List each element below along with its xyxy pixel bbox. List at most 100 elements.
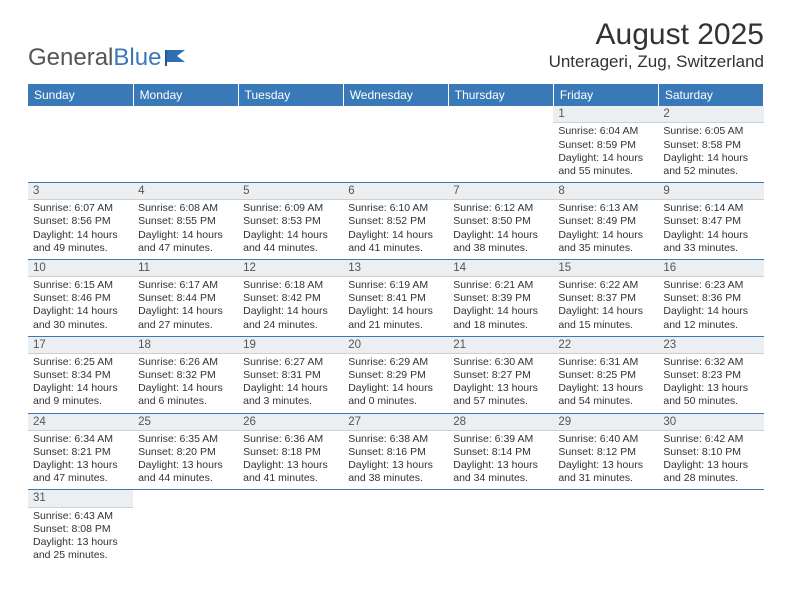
calendar-day-cell [238,490,343,566]
day-number: 21 [448,337,553,354]
weekday-header: Sunday [28,84,133,106]
sunrise-text: Sunrise: 6:22 AM [558,279,653,292]
daylight-text: Daylight: 14 hours and 21 minutes. [348,305,443,331]
sunrise-text: Sunrise: 6:25 AM [33,356,128,369]
sunset-text: Sunset: 8:50 PM [453,215,548,228]
calendar-day-cell: 27Sunrise: 6:38 AMSunset: 8:16 PMDayligh… [343,413,448,490]
daylight-text: Daylight: 13 hours and 57 minutes. [453,382,548,408]
day-number: 15 [553,260,658,277]
month-title: August 2025 [549,18,764,52]
daylight-text: Daylight: 14 hours and 33 minutes. [663,229,758,255]
daylight-text: Daylight: 13 hours and 44 minutes. [138,459,233,485]
calendar-day-cell: 6Sunrise: 6:10 AMSunset: 8:52 PMDaylight… [343,182,448,259]
calendar-day-cell: 3Sunrise: 6:07 AMSunset: 8:56 PMDaylight… [28,182,133,259]
daylight-text: Daylight: 14 hours and 15 minutes. [558,305,653,331]
day-number: 24 [28,414,133,431]
logo-flag-icon [163,48,189,68]
day-number: 28 [448,414,553,431]
daylight-text: Daylight: 14 hours and 12 minutes. [663,305,758,331]
sunrise-text: Sunrise: 6:30 AM [453,356,548,369]
daylight-text: Daylight: 13 hours and 38 minutes. [348,459,443,485]
calendar-day-cell [133,106,238,182]
sunset-text: Sunset: 8:41 PM [348,292,443,305]
sunrise-text: Sunrise: 6:40 AM [558,433,653,446]
calendar-week-row: 24Sunrise: 6:34 AMSunset: 8:21 PMDayligh… [28,413,764,490]
daylight-text: Daylight: 14 hours and 38 minutes. [453,229,548,255]
sunrise-text: Sunrise: 6:19 AM [348,279,443,292]
day-number: 8 [553,183,658,200]
sunrise-text: Sunrise: 6:26 AM [138,356,233,369]
day-number: 12 [238,260,343,277]
daylight-text: Daylight: 13 hours and 31 minutes. [558,459,653,485]
day-number: 7 [448,183,553,200]
header: GeneralBlue August 2025 Unterageri, Zug,… [0,0,792,78]
sunrise-text: Sunrise: 6:42 AM [663,433,758,446]
day-number: 27 [343,414,448,431]
sunset-text: Sunset: 8:58 PM [663,139,758,152]
calendar-day-cell: 29Sunrise: 6:40 AMSunset: 8:12 PMDayligh… [553,413,658,490]
sunset-text: Sunset: 8:52 PM [348,215,443,228]
calendar-day-cell: 8Sunrise: 6:13 AMSunset: 8:49 PMDaylight… [553,182,658,259]
sunset-text: Sunset: 8:18 PM [243,446,338,459]
calendar-week-row: 31Sunrise: 6:43 AMSunset: 8:08 PMDayligh… [28,490,764,566]
daylight-text: Daylight: 13 hours and 25 minutes. [33,536,128,562]
day-number: 1 [553,106,658,123]
sunrise-text: Sunrise: 6:17 AM [138,279,233,292]
day-number: 16 [658,260,763,277]
calendar-day-cell: 31Sunrise: 6:43 AMSunset: 8:08 PMDayligh… [28,490,133,566]
daylight-text: Daylight: 14 hours and 27 minutes. [138,305,233,331]
calendar-day-cell: 16Sunrise: 6:23 AMSunset: 8:36 PMDayligh… [658,259,763,336]
logo-text-1: General [28,44,113,72]
calendar-day-cell: 9Sunrise: 6:14 AMSunset: 8:47 PMDaylight… [658,182,763,259]
sunset-text: Sunset: 8:39 PM [453,292,548,305]
calendar-day-cell [553,490,658,566]
sunrise-text: Sunrise: 6:12 AM [453,202,548,215]
calendar-day-cell: 2Sunrise: 6:05 AMSunset: 8:58 PMDaylight… [658,106,763,182]
calendar-day-cell [658,490,763,566]
sunrise-text: Sunrise: 6:04 AM [558,125,653,138]
calendar-week-row: 10Sunrise: 6:15 AMSunset: 8:46 PMDayligh… [28,259,764,336]
day-number: 30 [658,414,763,431]
sunset-text: Sunset: 8:27 PM [453,369,548,382]
daylight-text: Daylight: 14 hours and 6 minutes. [138,382,233,408]
daylight-text: Daylight: 14 hours and 0 minutes. [348,382,443,408]
calendar-day-cell: 20Sunrise: 6:29 AMSunset: 8:29 PMDayligh… [343,336,448,413]
sunset-text: Sunset: 8:32 PM [138,369,233,382]
sunset-text: Sunset: 8:42 PM [243,292,338,305]
day-number: 25 [133,414,238,431]
day-number: 18 [133,337,238,354]
daylight-text: Daylight: 13 hours and 47 minutes. [33,459,128,485]
weekday-header: Friday [553,84,658,106]
day-number: 11 [133,260,238,277]
calendar-day-cell: 4Sunrise: 6:08 AMSunset: 8:55 PMDaylight… [133,182,238,259]
calendar-day-cell [133,490,238,566]
location: Unterageri, Zug, Switzerland [549,52,764,72]
calendar-day-cell: 5Sunrise: 6:09 AMSunset: 8:53 PMDaylight… [238,182,343,259]
calendar-day-cell: 19Sunrise: 6:27 AMSunset: 8:31 PMDayligh… [238,336,343,413]
daylight-text: Daylight: 14 hours and 24 minutes. [243,305,338,331]
daylight-text: Daylight: 14 hours and 47 minutes. [138,229,233,255]
day-number: 4 [133,183,238,200]
weekday-header: Tuesday [238,84,343,106]
daylight-text: Daylight: 13 hours and 50 minutes. [663,382,758,408]
daylight-text: Daylight: 14 hours and 35 minutes. [558,229,653,255]
sunrise-text: Sunrise: 6:07 AM [33,202,128,215]
sunset-text: Sunset: 8:12 PM [558,446,653,459]
daylight-text: Daylight: 14 hours and 55 minutes. [558,152,653,178]
calendar-day-cell: 14Sunrise: 6:21 AMSunset: 8:39 PMDayligh… [448,259,553,336]
sunset-text: Sunset: 8:31 PM [243,369,338,382]
logo: GeneralBlue [28,44,189,72]
day-number: 13 [343,260,448,277]
daylight-text: Daylight: 14 hours and 44 minutes. [243,229,338,255]
daylight-text: Daylight: 13 hours and 34 minutes. [453,459,548,485]
weekday-header-row: Sunday Monday Tuesday Wednesday Thursday… [28,84,764,106]
daylight-text: Daylight: 14 hours and 41 minutes. [348,229,443,255]
calendar-day-cell: 30Sunrise: 6:42 AMSunset: 8:10 PMDayligh… [658,413,763,490]
sunset-text: Sunset: 8:36 PM [663,292,758,305]
sunrise-text: Sunrise: 6:29 AM [348,356,443,369]
daylight-text: Daylight: 14 hours and 52 minutes. [663,152,758,178]
sunset-text: Sunset: 8:10 PM [663,446,758,459]
calendar-day-cell: 22Sunrise: 6:31 AMSunset: 8:25 PMDayligh… [553,336,658,413]
day-number: 10 [28,260,133,277]
sunrise-text: Sunrise: 6:39 AM [453,433,548,446]
